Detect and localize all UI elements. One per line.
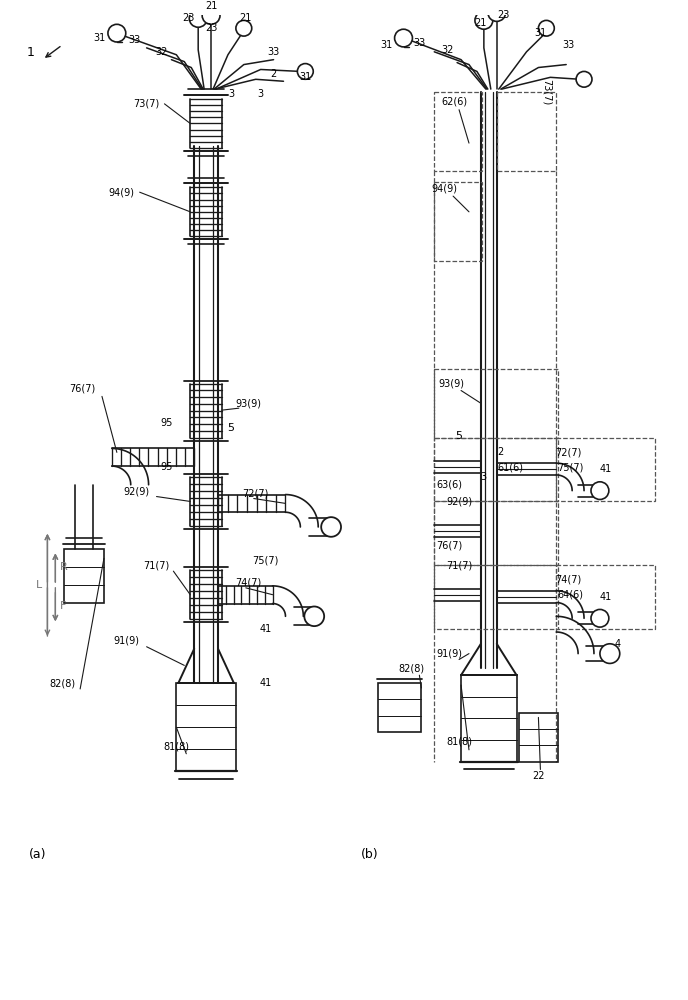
Text: 41: 41 <box>600 592 612 602</box>
Text: 3: 3 <box>228 89 234 99</box>
Text: 74(7): 74(7) <box>555 575 581 585</box>
Text: 31: 31 <box>299 72 312 82</box>
Circle shape <box>236 20 252 36</box>
Circle shape <box>297 64 313 79</box>
Bar <box>434 182 482 261</box>
Text: (a): (a) <box>29 848 46 861</box>
Text: 41: 41 <box>259 678 272 688</box>
Text: 5: 5 <box>228 423 235 433</box>
Bar <box>461 675 517 762</box>
Circle shape <box>600 644 620 663</box>
Bar <box>497 92 557 171</box>
Text: 93(9): 93(9) <box>438 379 464 389</box>
Circle shape <box>576 71 592 87</box>
Bar <box>519 713 558 762</box>
Text: 41: 41 <box>600 464 612 474</box>
Circle shape <box>488 4 506 21</box>
Text: 33: 33 <box>268 47 280 57</box>
Circle shape <box>202 7 220 24</box>
Text: F: F <box>60 601 67 611</box>
Text: 21: 21 <box>475 18 487 28</box>
Bar <box>434 565 558 629</box>
Text: 94(9): 94(9) <box>431 183 458 193</box>
Bar <box>64 549 104 603</box>
Text: 72(7): 72(7) <box>555 447 581 457</box>
Circle shape <box>591 482 609 499</box>
Text: 91(9): 91(9) <box>436 649 462 659</box>
Bar <box>434 369 558 438</box>
Text: 72(7): 72(7) <box>243 489 269 499</box>
Text: 23: 23 <box>497 10 510 20</box>
Text: 32: 32 <box>441 45 453 55</box>
Text: 73(7): 73(7) <box>541 79 551 105</box>
Text: 21: 21 <box>205 1 217 11</box>
Text: 2: 2 <box>270 69 277 79</box>
Text: 31: 31 <box>93 33 105 43</box>
Bar <box>378 683 421 732</box>
Circle shape <box>108 24 126 42</box>
Text: R: R <box>59 562 67 572</box>
Text: 92(9): 92(9) <box>124 487 150 497</box>
Bar <box>176 683 236 771</box>
Text: 82(8): 82(8) <box>398 663 424 673</box>
Text: 62(6): 62(6) <box>441 97 467 107</box>
Text: 91(9): 91(9) <box>114 636 140 646</box>
Text: 32: 32 <box>155 47 168 57</box>
Text: 22: 22 <box>532 771 545 781</box>
Text: 31: 31 <box>380 40 393 50</box>
Bar <box>557 565 656 629</box>
Bar <box>557 438 656 501</box>
Text: L: L <box>36 580 43 590</box>
Circle shape <box>475 12 493 29</box>
Circle shape <box>304 606 324 626</box>
Text: 31: 31 <box>535 28 546 38</box>
Bar <box>434 438 558 501</box>
Text: (b): (b) <box>361 848 378 861</box>
Text: 61(6): 61(6) <box>497 462 524 472</box>
Text: 1: 1 <box>27 46 34 59</box>
Text: 64(6): 64(6) <box>557 590 583 600</box>
Text: 21: 21 <box>239 13 252 23</box>
Text: 4: 4 <box>614 639 621 649</box>
Text: 71(7): 71(7) <box>446 560 472 570</box>
Text: 41: 41 <box>259 624 272 634</box>
Circle shape <box>189 10 207 27</box>
Text: 94(9): 94(9) <box>109 187 135 197</box>
Circle shape <box>321 517 341 537</box>
Text: 23: 23 <box>205 23 217 33</box>
Text: 93(9): 93(9) <box>236 398 261 408</box>
Text: 74(7): 74(7) <box>236 578 262 588</box>
Text: 3: 3 <box>257 89 264 99</box>
Text: 23: 23 <box>182 13 195 23</box>
Circle shape <box>539 20 555 36</box>
Text: 95: 95 <box>160 462 173 472</box>
Text: 33: 33 <box>129 35 141 45</box>
Text: 33: 33 <box>562 40 574 50</box>
Text: 3: 3 <box>481 472 487 482</box>
Text: 81(8): 81(8) <box>446 737 472 747</box>
Text: 81(8): 81(8) <box>163 742 189 752</box>
Text: 73(7): 73(7) <box>133 99 160 109</box>
Text: 63(6): 63(6) <box>436 480 462 490</box>
Text: 95: 95 <box>160 418 173 428</box>
Bar <box>434 92 482 171</box>
Text: 82(8): 82(8) <box>50 678 76 688</box>
Text: 71(7): 71(7) <box>143 560 170 570</box>
Text: 5: 5 <box>455 431 462 441</box>
Text: 92(9): 92(9) <box>446 496 472 506</box>
Circle shape <box>591 609 609 627</box>
Text: 76(7): 76(7) <box>69 384 95 394</box>
Text: 75(7): 75(7) <box>557 462 583 472</box>
Bar <box>434 501 558 565</box>
Circle shape <box>395 29 412 47</box>
Text: 2: 2 <box>497 447 504 457</box>
Text: 33: 33 <box>413 38 425 48</box>
Text: 76(7): 76(7) <box>436 541 462 551</box>
Text: 75(7): 75(7) <box>252 555 279 565</box>
